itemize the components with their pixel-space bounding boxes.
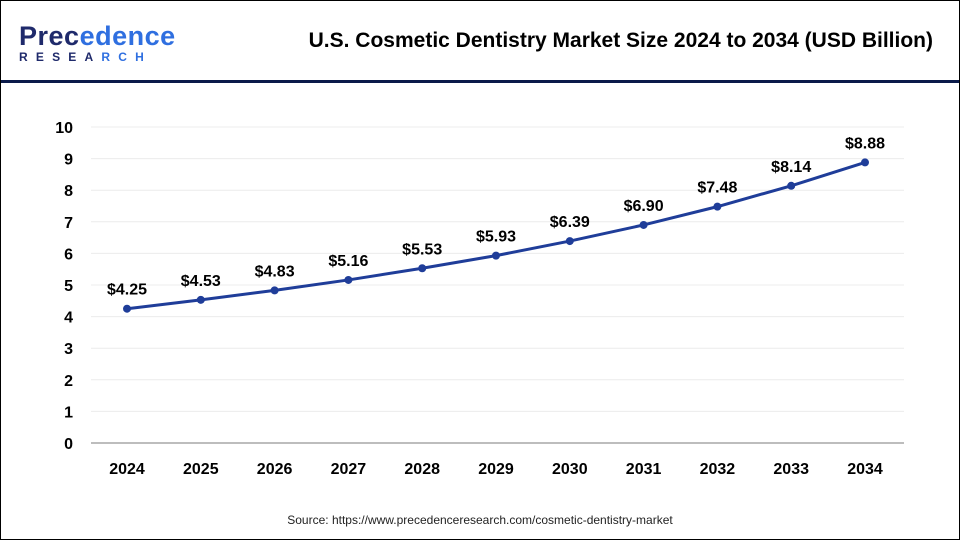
y-tick-label: 4 — [64, 310, 73, 327]
data-label: $5.53 — [402, 241, 442, 258]
y-tick-label: 0 — [64, 436, 73, 453]
y-tick-label: 7 — [64, 215, 73, 232]
data-point — [861, 158, 869, 167]
data-point — [418, 264, 427, 273]
x-tick-label: 2031 — [626, 461, 662, 478]
data-label: $8.14 — [771, 159, 811, 176]
data-point — [565, 237, 574, 246]
header: Precedence RESEARCH U.S. Cosmetic Dentis… — [1, 1, 959, 83]
data-point — [492, 251, 500, 260]
logo-line1: Precedence — [19, 21, 176, 51]
data-label: $8.88 — [845, 135, 885, 152]
chart-title: U.S. Cosmetic Dentistry Market Size 2024… — [308, 29, 933, 52]
source-note: Source: https://www.precedenceresearch.c… — [287, 513, 673, 527]
x-tick-label: 2029 — [478, 461, 514, 478]
y-tick-label: 2 — [64, 373, 73, 390]
x-tick-label: 2027 — [331, 461, 367, 478]
x-tick-label: 2034 — [847, 461, 883, 478]
y-tick-label: 5 — [64, 278, 73, 295]
y-tick-label: 1 — [64, 404, 73, 421]
data-point — [344, 275, 353, 284]
data-label: $4.83 — [255, 263, 295, 280]
data-point — [196, 295, 205, 304]
data-label: $7.48 — [697, 180, 737, 197]
data-point — [787, 181, 796, 190]
y-tick-label: 8 — [64, 183, 73, 200]
data-point — [270, 286, 279, 295]
x-tick-label: 2030 — [552, 461, 588, 478]
data-label: $5.16 — [328, 253, 368, 270]
data-label: $4.25 — [107, 282, 147, 299]
x-tick-label: 2033 — [773, 461, 809, 478]
x-tick-label: 2026 — [257, 461, 293, 478]
data-point — [639, 220, 648, 229]
x-tick-label: 2025 — [183, 461, 219, 478]
x-tick-label: 2032 — [700, 461, 736, 478]
data-label: $4.53 — [181, 273, 221, 290]
data-label: $5.93 — [476, 229, 516, 246]
data-label: $6.39 — [550, 214, 590, 231]
data-point — [713, 202, 722, 211]
x-tick-label: 2028 — [404, 461, 440, 478]
y-tick-label: 3 — [64, 341, 73, 358]
y-tick-label: 10 — [55, 120, 73, 137]
y-tick-label: 9 — [64, 152, 73, 169]
data-label: $6.90 — [624, 198, 664, 215]
logo-line2: RESEARCH — [19, 50, 152, 64]
y-tick-label: 6 — [64, 246, 73, 263]
data-point — [123, 304, 131, 313]
precedence-research-logo: Precedence RESEARCH — [19, 21, 176, 65]
x-tick-label: 2024 — [109, 461, 145, 478]
